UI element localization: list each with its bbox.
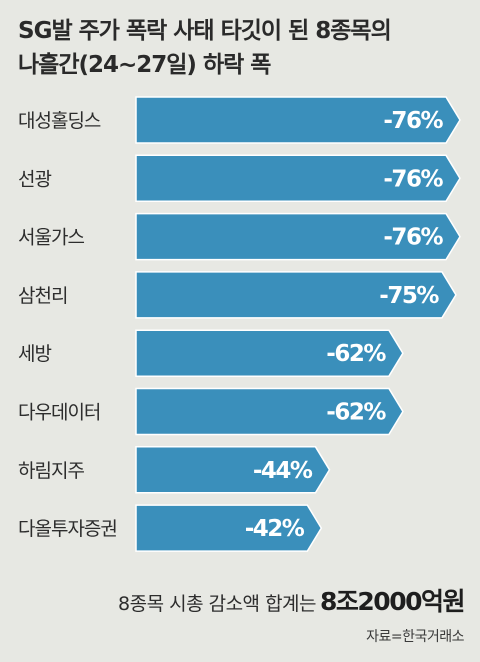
bar-chart: 대성홀딩스 -76% 선광 -76% 서울가스 -76% 삼천리 -75% 세방 -62% 다우데이… (18, 96, 461, 552)
value-label: -42% (245, 516, 305, 542)
value-label: -76% (383, 166, 443, 192)
bar-6 (135, 387, 404, 436)
bar-2 (135, 154, 461, 203)
bar-1 (135, 96, 461, 144)
summary-value: 8조2000억원 (320, 587, 465, 616)
title-line-2: 나흘간(24~27일) 하락 폭 (18, 52, 271, 78)
bar-5 (135, 329, 404, 377)
category-label: 세방 (18, 343, 51, 365)
value-label: -75% (379, 283, 439, 309)
summary-text: 8종목 시총 감소액 합계는 (118, 593, 317, 615)
summary: 8종목 시총 감소액 합계는 8조2000억원 (118, 582, 465, 618)
category-label: 삼천리 (18, 285, 67, 307)
value-label: -76% (383, 225, 443, 251)
category-label: 서울가스 (18, 227, 84, 249)
bar-3 (135, 212, 461, 261)
value-label: -62% (326, 341, 386, 367)
category-label: 다우데이터 (18, 402, 100, 424)
bar-7 (135, 446, 331, 494)
bar-4 (135, 271, 457, 319)
chart-title: SG발 주가 폭락 사태 타깃이 된 8종목의 나흘간(24~27일) 하락 폭 (18, 14, 392, 82)
value-label: -44% (253, 458, 313, 484)
category-label: 다올투자증권 (18, 518, 117, 540)
category-label: 선광 (18, 168, 51, 190)
value-label: -62% (326, 400, 386, 426)
source-note: 자료=한국거래소 (366, 629, 464, 645)
bar-8 (135, 504, 323, 552)
category-label: 하림지주 (18, 460, 84, 482)
value-label: -76% (383, 108, 443, 134)
category-label: 대성홀딩스 (18, 110, 101, 132)
title-line-1: SG발 주가 폭락 사태 타깃이 된 8종목의 (18, 18, 392, 44)
